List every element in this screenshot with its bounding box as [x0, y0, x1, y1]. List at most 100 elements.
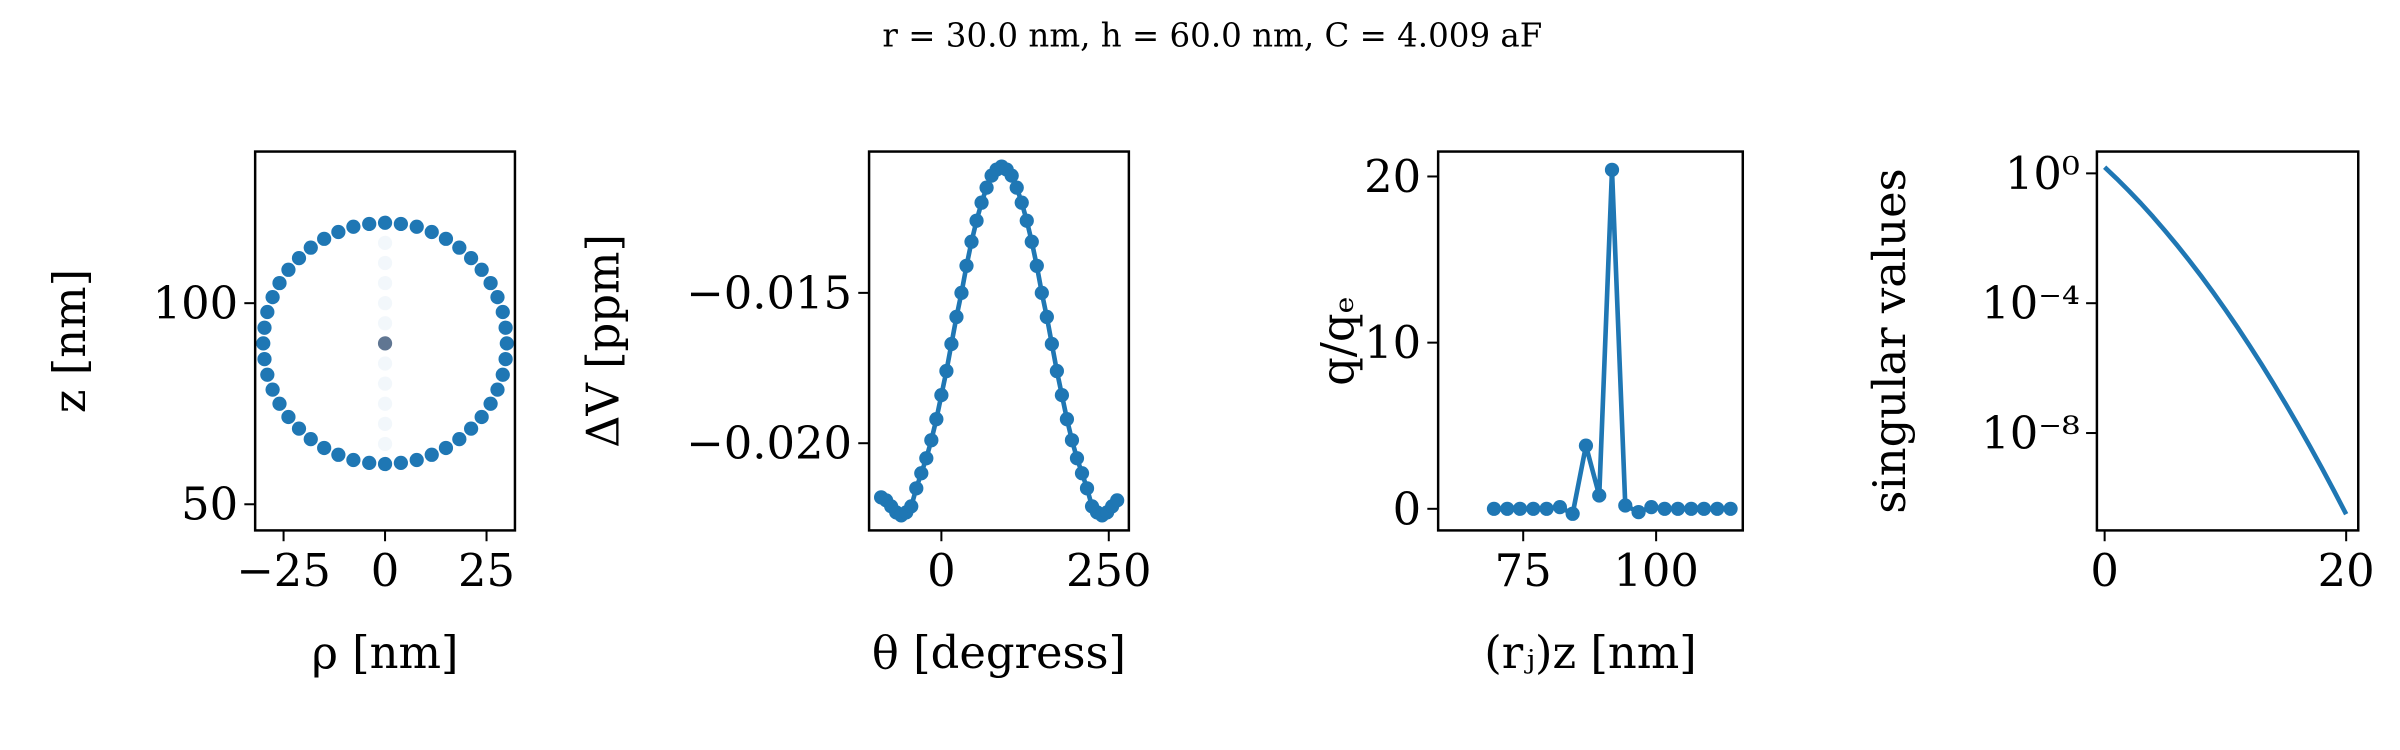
data-point — [498, 320, 513, 335]
data-point — [924, 433, 939, 448]
data-point — [452, 240, 467, 255]
plot-frame — [2095, 150, 2360, 532]
plot-frame — [867, 150, 1131, 532]
data-point — [1486, 501, 1502, 516]
data-point — [377, 396, 393, 411]
data-point — [909, 481, 924, 496]
data-point — [377, 436, 393, 452]
data-point — [291, 421, 307, 436]
data-point — [1110, 493, 1125, 508]
data-point — [424, 447, 439, 462]
data-point — [1684, 501, 1699, 516]
x-axis-label: (rⱼ)z [nm] — [1484, 626, 1696, 679]
x-tick-label: 20 — [2318, 544, 2375, 597]
data-point — [424, 224, 439, 240]
data-point — [1604, 162, 1620, 177]
data-point — [452, 432, 467, 447]
data-point — [377, 215, 393, 230]
data-point — [265, 382, 280, 397]
data-point — [377, 275, 393, 291]
data-point — [1696, 501, 1712, 516]
data-point — [919, 451, 934, 466]
data-point — [1631, 505, 1646, 520]
data-point — [317, 231, 332, 246]
y-tick-label: −0.020 — [686, 417, 852, 470]
data-point — [1069, 451, 1085, 466]
data-point — [969, 213, 984, 228]
data-point — [281, 262, 296, 277]
data-point — [914, 466, 929, 481]
data-point — [1500, 501, 1515, 516]
data-point — [944, 336, 959, 352]
data-point — [974, 195, 989, 210]
data-point — [1014, 195, 1029, 210]
data-point — [1019, 213, 1034, 228]
x-tick-label: −25 — [236, 544, 331, 597]
data-point — [281, 409, 296, 425]
x-tick-label: 0 — [927, 544, 956, 597]
data-point — [1059, 412, 1075, 427]
figure-title: r = 30.0 nm, h = 60.0 nm, C = 4.009 aF — [882, 16, 1542, 54]
data-point — [1074, 466, 1090, 481]
data-point — [257, 351, 272, 367]
data-point — [463, 421, 479, 436]
data-point — [474, 409, 489, 425]
y-tick-label: 10⁻⁴ — [1981, 277, 2080, 330]
data-point — [260, 367, 275, 382]
data-point — [483, 275, 498, 291]
data-point — [1034, 285, 1049, 300]
data-point — [1044, 336, 1059, 352]
x-axis-label: θ [degress] — [872, 626, 1126, 679]
y-tick-label: 50 — [181, 478, 238, 531]
data-point — [463, 251, 479, 266]
data-point — [1565, 506, 1580, 521]
y-axis-label: z [nm] — [43, 269, 96, 413]
data-point — [1618, 498, 1633, 513]
data-point — [1512, 501, 1528, 516]
plot-frame — [253, 150, 517, 532]
data-point — [1539, 501, 1554, 516]
data-point — [377, 255, 393, 271]
y-tick-label: 10 — [1364, 316, 1421, 369]
data-line — [2103, 165, 2349, 516]
x-tick-label: 0 — [2090, 544, 2119, 597]
x-tick-label: 25 — [458, 544, 515, 597]
data-point — [1064, 433, 1080, 448]
data-point — [964, 234, 979, 249]
x-tick-label: 100 — [1613, 544, 1699, 597]
data-point — [331, 224, 346, 240]
data-point — [1526, 501, 1541, 516]
y-axis-label: q/qₑ — [1311, 296, 1364, 386]
y-axis-label: ΔV [ppm] — [577, 234, 630, 448]
data-point — [438, 440, 454, 456]
data-point — [1024, 234, 1039, 249]
data-point — [331, 447, 346, 462]
data-point — [934, 387, 949, 403]
data-point — [346, 452, 361, 468]
data-point — [409, 452, 424, 468]
data-point — [929, 412, 944, 427]
plot-frame — [1436, 150, 1745, 532]
data-point — [1644, 500, 1659, 515]
data-point — [377, 336, 393, 351]
data-point — [1039, 309, 1054, 325]
data-point — [303, 240, 318, 255]
data-point — [393, 455, 408, 470]
data-point — [1054, 387, 1070, 403]
data-point — [377, 456, 393, 472]
data-point — [346, 219, 361, 234]
data-point — [272, 275, 287, 291]
data-point — [362, 455, 377, 470]
data-point — [377, 456, 393, 472]
y-tick-label: 0 — [1393, 482, 1422, 535]
data-point — [303, 432, 318, 447]
data-point — [979, 180, 994, 195]
data-point — [474, 262, 489, 277]
data-point — [377, 296, 393, 311]
y-tick-label: 20 — [1364, 150, 1421, 203]
data-point — [904, 499, 919, 514]
data-point — [959, 258, 974, 273]
data-point — [1079, 481, 1095, 496]
y-tick-label: −0.015 — [686, 266, 852, 319]
